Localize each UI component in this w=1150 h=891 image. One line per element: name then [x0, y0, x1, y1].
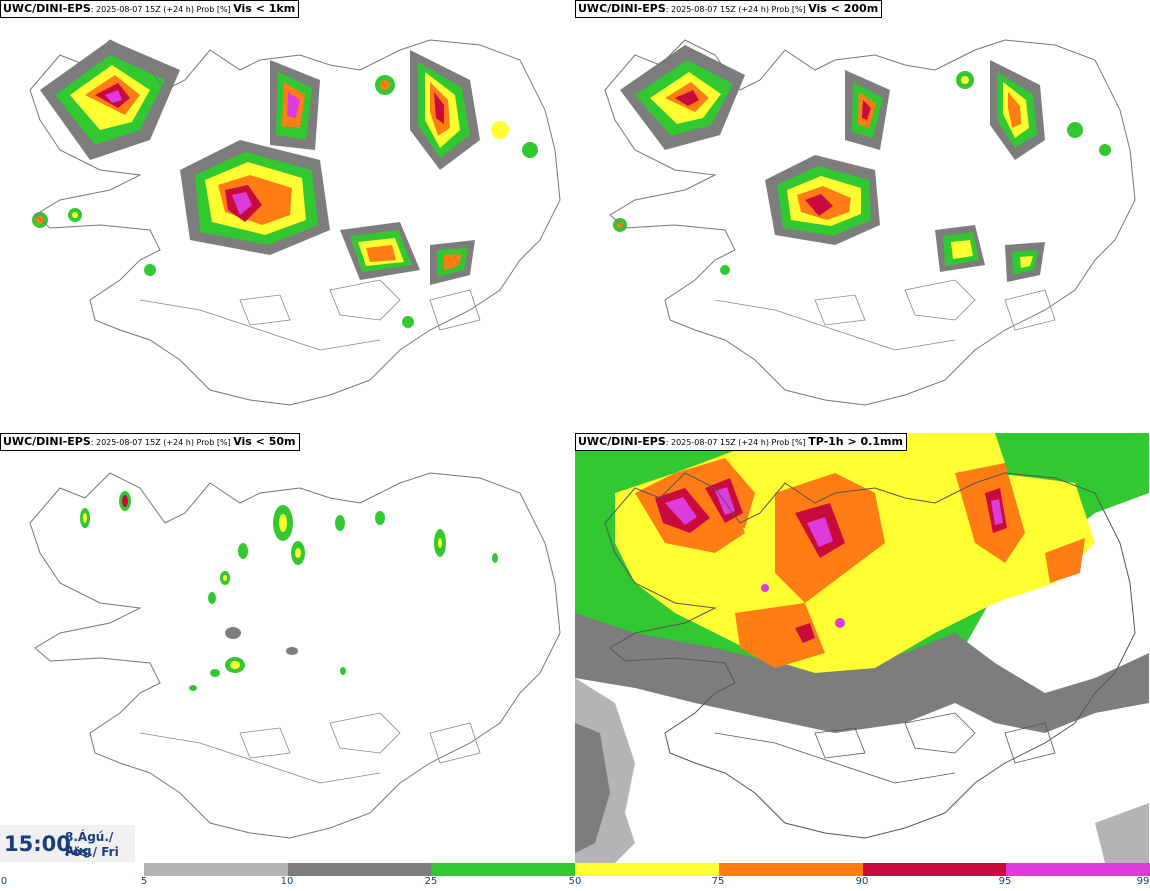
colorbar-segment — [1006, 863, 1150, 876]
panel-title: UWC/DINI-EPS: 2025-08-07 15Z (+24 h) Pro… — [0, 433, 300, 451]
coastline — [604, 39, 1136, 406]
colorbar-segment — [287, 863, 432, 876]
map-panel-precip: UWC/DINI-EPS: 2025-08-07 15Z (+24 h) Pro… — [575, 433, 1149, 863]
panel-title: UWC/DINI-EPS: 2025-08-07 15Z (+24 h) Pro… — [575, 0, 883, 18]
probability-field — [613, 45, 1111, 282]
coastline — [29, 472, 561, 839]
valid-date-line1: 8.Ágú./ Aug — [65, 830, 114, 858]
colorbar-tick-label: 5 — [140, 876, 148, 887]
colorbar-segment — [862, 863, 1007, 876]
colorbar-tick-label: 0 — [0, 876, 8, 887]
colorbar-tick-label: 25 — [424, 876, 438, 887]
coastline — [29, 39, 561, 406]
valid-time-box: 15:00 8.Ágú./ Aug Fös./ Fri — [0, 825, 135, 862]
colorbar-tick-label: 99 — [1136, 876, 1150, 887]
probability-field — [575, 433, 1149, 863]
coastline — [604, 472, 1136, 839]
lakes-and-glaciers — [139, 279, 481, 351]
probability-field — [32, 40, 538, 328]
colorbar-segment — [144, 863, 288, 876]
colorbar-tick-label: 90 — [855, 876, 869, 887]
colorbar-ticks: 0 5 10 25 50 75 90 95 99 — [0, 876, 1150, 890]
colorbar-segment — [718, 863, 863, 876]
colorbar — [144, 863, 1150, 876]
colorbar-segment — [575, 863, 719, 876]
colorbar-tick-label: 50 — [568, 876, 582, 887]
panel-title: UWC/DINI-EPS: 2025-08-07 15Z (+24 h) Pro… — [0, 0, 300, 18]
valid-time: 15:00 — [4, 832, 71, 856]
iceland-map — [604, 39, 1136, 406]
colorbar-tick-label: 10 — [280, 876, 294, 887]
lakes-and-glaciers — [714, 712, 1056, 784]
lakes-and-glaciers — [139, 712, 481, 784]
map-panel-vis-200m: UWC/DINI-EPS: 2025-08-07 15Z (+24 h) Pro… — [575, 0, 1149, 430]
iceland-map — [575, 433, 1149, 863]
iceland-map — [29, 472, 561, 839]
probability-field — [80, 491, 498, 691]
colorbar-tick-label: 75 — [711, 876, 725, 887]
lakes-and-glaciers — [714, 279, 1056, 351]
iceland-map — [29, 39, 561, 406]
map-panel-vis-1km: UWC/DINI-EPS: 2025-08-07 15Z (+24 h) Pro… — [0, 0, 574, 430]
colorbar-segment — [431, 863, 576, 876]
map-panel-vis-50m: UWC/DINI-EPS: 2025-08-07 15Z (+24 h) Pro… — [0, 433, 574, 863]
valid-date-line2: Fös./ Fri — [65, 845, 119, 859]
panel-title: UWC/DINI-EPS: 2025-08-07 15Z (+24 h) Pro… — [575, 433, 907, 451]
colorbar-tick-label: 95 — [998, 876, 1012, 887]
